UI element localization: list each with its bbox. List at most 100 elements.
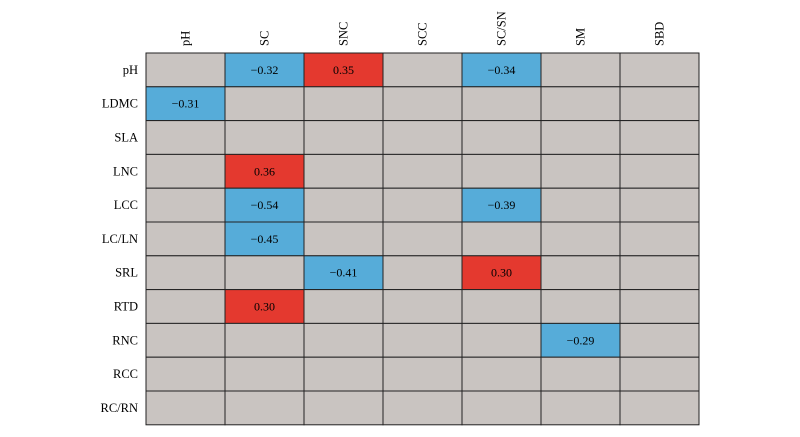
heatmap-cell-srl-sbd xyxy=(619,255,700,291)
cell-value-rnc-sm: −0.29 xyxy=(567,333,595,347)
row-label-ph: pH xyxy=(123,63,138,77)
heatmap-cell-lcc-sm xyxy=(540,187,621,223)
heatmap-cell-ldmc-sbd xyxy=(619,86,700,122)
heatmap-cell-lc-ln-scc xyxy=(382,221,463,257)
heatmap-cell-srl-ph xyxy=(145,255,226,291)
heatmap-cell-lnc-scc xyxy=(382,153,463,189)
heatmap-cell-srl-sm xyxy=(540,255,621,291)
row-label-ldmc: LDMC xyxy=(102,97,138,111)
heatmap-cell-srl-sc xyxy=(224,255,305,291)
heatmap-cell-lcc-scc xyxy=(382,187,463,223)
heatmap-cell-ldmc-sc xyxy=(224,86,305,122)
heatmap-cell-sla-ph xyxy=(145,120,226,155)
column-label-snc: SNC xyxy=(337,22,351,46)
cell-value-srl-snc: −0.41 xyxy=(330,266,358,280)
cell-value-ph-sc: −0.32 xyxy=(251,63,279,77)
heatmap-cell-rnc-snc xyxy=(303,322,384,358)
cell-value-lc-ln-sc: −0.45 xyxy=(251,232,279,246)
row-label-lcc: LCC xyxy=(114,198,138,212)
heatmap-cell-lnc-sbd xyxy=(619,153,700,189)
heatmap-cell-sla-sc xyxy=(224,120,305,155)
heatmap-cell-ldmc-sm xyxy=(540,86,621,122)
heatmap-cell-ph-ph xyxy=(145,52,226,88)
heatmap-cell-rc-rn-ph xyxy=(145,390,226,426)
row-label-rnc: RNC xyxy=(112,333,138,347)
heatmap-cell-ldmc-snc xyxy=(303,86,384,122)
heatmap-cell-lnc-snc xyxy=(303,153,384,189)
row-label-sla: SLA xyxy=(114,131,138,145)
heatmap-cells xyxy=(145,52,700,426)
heatmap-cell-lc-ln-sc xyxy=(224,221,305,257)
heatmap-cell-rc-rn-sbd xyxy=(619,390,700,426)
heatmap-cell-rcc-sbd xyxy=(619,356,700,392)
heatmap-cell-lc-ln-ph xyxy=(145,221,226,257)
heatmap-cell-rtd-snc xyxy=(303,289,384,324)
row-label-lnc: LNC xyxy=(113,164,138,178)
heatmap-cell-rnc-sc xyxy=(224,322,305,358)
heatmap-cell-rcc-sc xyxy=(224,356,305,392)
cell-value-lcc-sc-sn: −0.39 xyxy=(488,198,516,212)
heatmap-cell-rc-rn-sc-sn xyxy=(461,390,542,426)
heatmap-cell-rtd-sbd xyxy=(619,289,700,324)
heatmap-cell-ph-sc xyxy=(224,52,305,88)
heatmap-cell-lc-ln-sc-sn xyxy=(461,221,542,257)
heatmap-cell-lcc-sc xyxy=(224,187,305,223)
column-label-sc-sn: SC/SN xyxy=(495,11,509,46)
heatmap-cell-lcc-ph xyxy=(145,187,226,223)
cell-value-lnc-sc: 0.36 xyxy=(254,164,275,178)
row-label-rcc: RCC xyxy=(113,367,138,381)
row-label-lc-ln: LC/LN xyxy=(102,232,138,246)
heatmap-cell-rcc-ph xyxy=(145,356,226,392)
cell-value-rtd-sc: 0.30 xyxy=(254,300,275,314)
heatmap-cell-rtd-sc-sn xyxy=(461,289,542,324)
heatmap-cell-rtd-ph xyxy=(145,289,226,324)
heatmap-cell-srl-sc-sn xyxy=(461,255,542,291)
column-label-sm: SM xyxy=(574,28,588,46)
row-labels: pH LDMC SLA LNC LCC LC/LN SRL RTD RNC RCC RC/RN xyxy=(100,63,138,415)
heatmap-cell-ph-scc xyxy=(382,52,463,88)
heatmap-cell-rnc-sm xyxy=(540,322,621,358)
heatmap-cell-sla-scc xyxy=(382,120,463,155)
heatmap-cell-ph-sbd xyxy=(619,52,700,88)
heatmap-cell-srl-scc xyxy=(382,255,463,291)
column-label-sbd: SBD xyxy=(653,22,667,46)
heatmap-cell-rcc-snc xyxy=(303,356,384,392)
cell-value-srl-sc-sn: 0.30 xyxy=(491,266,512,280)
heatmap-cell-rcc-sc-sn xyxy=(461,356,542,392)
heatmap-cell-rcc-scc xyxy=(382,356,463,392)
heatmap-cell-ph-snc xyxy=(303,52,384,88)
cell-value-lcc-sc: −0.54 xyxy=(251,198,279,212)
heatmap-cell-rc-rn-scc xyxy=(382,390,463,426)
heatmap-cell-lnc-sc-sn xyxy=(461,153,542,189)
heatmap-cell-rc-rn-sc xyxy=(224,390,305,426)
row-label-rc-rn: RC/RN xyxy=(100,401,138,415)
heatmap-cell-rc-rn-snc xyxy=(303,390,384,426)
heatmap-cell-sla-snc xyxy=(303,120,384,155)
heatmap-cell-lc-ln-sbd xyxy=(619,221,700,257)
column-label-sc: SC xyxy=(258,31,272,46)
heatmap-cell-lc-ln-sm xyxy=(540,221,621,257)
heatmap-cell-rtd-scc xyxy=(382,289,463,324)
heatmap-cell-rnc-sc-sn xyxy=(461,322,542,358)
heatmap-cell-rcc-sm xyxy=(540,356,621,392)
heatmap-cell-rnc-sbd xyxy=(619,322,700,358)
heatmap-cell-ldmc-sc-sn xyxy=(461,86,542,122)
heatmap-cell-ldmc-scc xyxy=(382,86,463,122)
heatmap-cell-rtd-sm xyxy=(540,289,621,324)
heatmap-cell-rc-rn-sm xyxy=(540,390,621,426)
column-label-ph: pH xyxy=(179,31,193,46)
heatmap-cell-lcc-sbd xyxy=(619,187,700,223)
heatmap-cell-sla-sc-sn xyxy=(461,120,542,155)
cell-value-ph-sc-sn: −0.34 xyxy=(488,63,516,77)
heatmap-cell-lnc-ph xyxy=(145,153,226,189)
row-label-srl: SRL xyxy=(115,266,138,280)
heatmap-cell-rnc-ph xyxy=(145,322,226,358)
cell-value-ldmc-ph: −0.31 xyxy=(172,97,200,111)
heatmap-cell-sla-sbd xyxy=(619,120,700,155)
heatmap-cell-ph-sm xyxy=(540,52,621,88)
heatmap-cell-rnc-scc xyxy=(382,322,463,358)
heatmap-cell-lcc-snc xyxy=(303,187,384,223)
heatmap-cell-lc-ln-snc xyxy=(303,221,384,257)
column-labels: pH SC SNC SCC SC/SN SM SBD xyxy=(179,11,667,46)
